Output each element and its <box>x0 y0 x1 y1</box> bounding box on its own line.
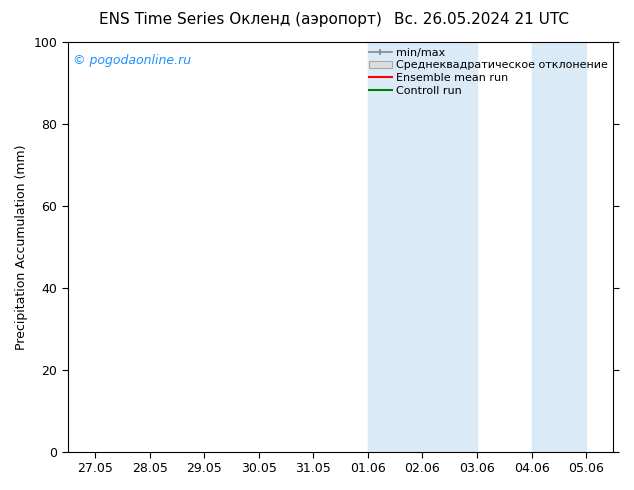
Text: ENS Time Series Окленд (аэропорт): ENS Time Series Окленд (аэропорт) <box>100 12 382 27</box>
Bar <box>531 42 586 452</box>
Bar <box>422 42 477 452</box>
Bar <box>368 42 422 452</box>
Legend: min/max, Среднеквадратическое отклонение, Ensemble mean run, Controll run: min/max, Среднеквадратическое отклонение… <box>367 46 610 98</box>
Text: © pogodaonline.ru: © pogodaonline.ru <box>74 54 191 67</box>
Y-axis label: Precipitation Accumulation (mm): Precipitation Accumulation (mm) <box>15 144 28 349</box>
Text: Вс. 26.05.2024 21 UTC: Вс. 26.05.2024 21 UTC <box>394 12 569 27</box>
